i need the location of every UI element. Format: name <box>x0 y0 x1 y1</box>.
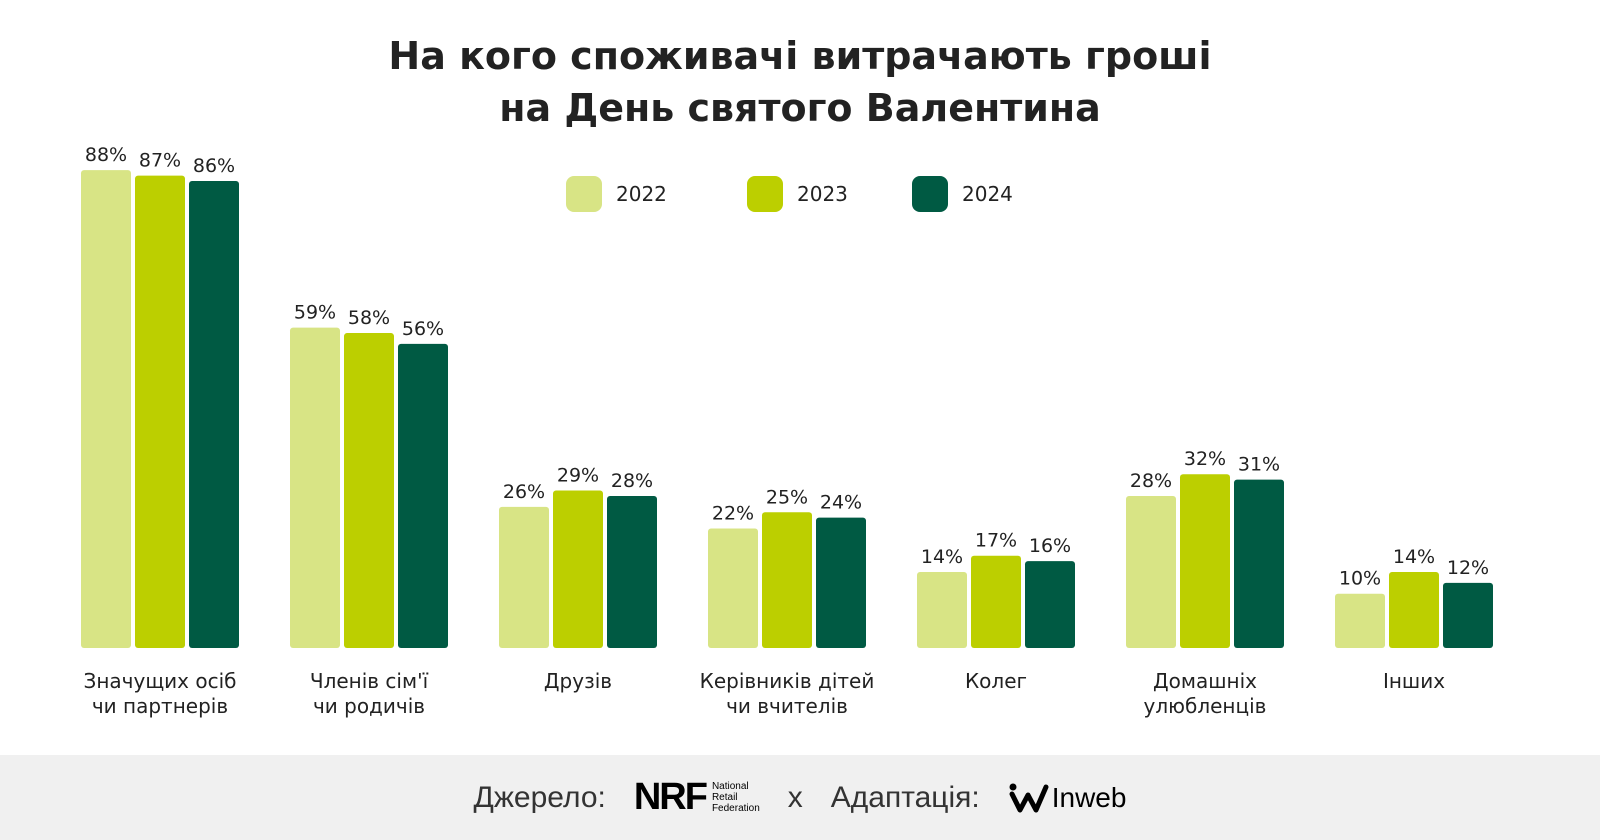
bar-2022 <box>708 528 758 648</box>
bar-2023 <box>553 490 603 648</box>
data-label: 87% <box>139 150 181 172</box>
category-label: Інших <box>1383 669 1445 693</box>
bar-2022 <box>917 571 967 648</box>
data-label: 12% <box>1447 557 1489 579</box>
data-label: 56% <box>402 318 444 340</box>
chart-title: На кого споживачі витрачають гроші на Де… <box>0 30 1600 134</box>
bar-2023 <box>1180 474 1230 648</box>
data-label: 86% <box>193 155 235 177</box>
title-line-1: На кого споживачі витрачають гроші <box>388 34 1212 78</box>
data-label: 28% <box>1130 470 1172 492</box>
data-label: 10% <box>1339 568 1381 590</box>
data-label: 26% <box>503 481 545 503</box>
data-label: 59% <box>294 302 336 324</box>
bar-2022 <box>81 170 131 648</box>
data-label: 16% <box>1029 535 1071 557</box>
bar-2024 <box>816 517 866 648</box>
category-label: Домашніх <box>1153 669 1257 693</box>
footer: Джерело: NRF National Retail Federation … <box>0 755 1600 840</box>
data-label: 14% <box>921 546 963 568</box>
bar-2023 <box>1389 571 1439 648</box>
title-line-2: на День святого Валентина <box>499 86 1101 130</box>
adaptation-label: Адаптація: <box>830 780 980 814</box>
bar-2023 <box>762 512 812 648</box>
nrf-logo: NRF National Retail Federation <box>634 776 760 819</box>
bar-2023 <box>971 555 1021 648</box>
data-label: 32% <box>1184 448 1226 470</box>
data-label: 29% <box>557 465 599 487</box>
data-label: 88% <box>85 144 127 166</box>
category-label: Членів сім'ї <box>310 669 429 693</box>
bar-2024 <box>1443 582 1493 648</box>
category-label: Колег <box>965 669 1027 693</box>
bar-2022 <box>499 506 549 648</box>
bar-2023 <box>135 175 185 648</box>
bar-2024 <box>398 343 448 648</box>
bar-2024 <box>607 495 657 648</box>
data-label: 14% <box>1393 546 1435 568</box>
separator: x <box>787 780 803 814</box>
inweb-logo-icon <box>1009 783 1049 812</box>
legend-swatch-2022 <box>566 176 602 212</box>
nrf-logo-text: National Retail Federation <box>711 781 760 814</box>
source-label: Джерело: <box>473 780 606 814</box>
bar-2024 <box>1234 479 1284 648</box>
legend-swatch-2023 <box>747 176 783 212</box>
category-label: Керівників дітей <box>700 669 875 693</box>
data-label: 25% <box>766 486 808 508</box>
bar-2022 <box>1335 593 1385 648</box>
category-label: чи партнерів <box>92 694 228 718</box>
nrf-logo-mark: NRF <box>633 776 708 818</box>
inweb-logo-text: Inweb <box>1051 781 1127 813</box>
bar-2024 <box>1025 561 1075 648</box>
data-label: 24% <box>820 492 862 514</box>
legend-label-2022: 2022 <box>616 182 667 206</box>
bar-2022 <box>290 327 340 648</box>
category-label: Друзів <box>544 669 612 693</box>
data-label: 22% <box>712 503 754 525</box>
bar-2022 <box>1126 495 1176 648</box>
data-label: 31% <box>1238 454 1280 476</box>
legend-swatch-2024 <box>912 176 948 212</box>
bar-2023 <box>344 333 394 648</box>
legend-label-2023: 2023 <box>797 182 848 206</box>
data-label: 17% <box>975 530 1017 552</box>
category-label: чи вчителів <box>726 694 848 718</box>
data-label: 58% <box>348 307 390 329</box>
data-label: 28% <box>611 470 653 492</box>
legend-label-2024: 2024 <box>962 182 1013 206</box>
category-label: чи родичів <box>313 694 425 718</box>
category-label: улюбленців <box>1144 694 1267 718</box>
category-label: Значущих осіб <box>84 669 237 693</box>
bar-2024 <box>189 181 239 648</box>
inweb-logo: Inweb <box>1008 781 1127 814</box>
